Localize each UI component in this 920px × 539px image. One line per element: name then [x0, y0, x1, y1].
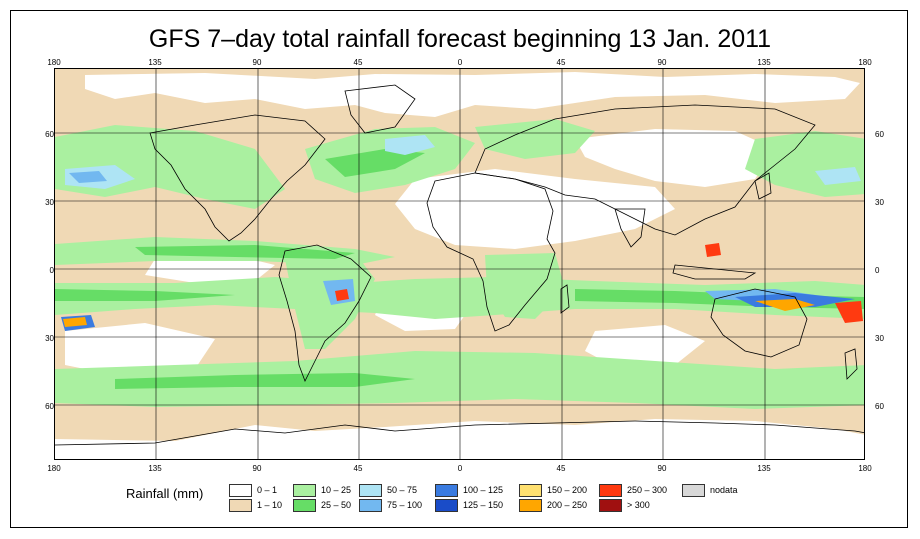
- rain-band-south-tropics: [55, 277, 864, 319]
- legend-swatch-nodata: [682, 484, 705, 497]
- legend-label-150-200: 150 – 200: [547, 485, 588, 495]
- rainfall-map-svg: [55, 69, 864, 459]
- rain-band-europe: [475, 119, 595, 159]
- legend-swatch-200-250: [519, 499, 542, 512]
- legend-swatch-gt-300: [599, 499, 622, 512]
- rain-heavy-south-pacific: [63, 317, 87, 327]
- legend-swatch-125-150: [435, 499, 458, 512]
- legend-swatch-250-300: [599, 484, 622, 497]
- bottom-lon-label: 45: [353, 464, 363, 473]
- bottom-lon-label: 135: [148, 464, 162, 473]
- legend-label-250-300: 250 – 300: [627, 485, 668, 495]
- bottom-lon-label: 90: [252, 464, 262, 473]
- rain-heavy-coral-sea: [835, 301, 863, 323]
- rain-25-50-pacific-itcz: [135, 245, 355, 259]
- rain-band-south-midlat: [55, 351, 864, 409]
- coast-greenland: [344, 84, 416, 134]
- graticule: [55, 69, 864, 459]
- legend-label-0-1: 0 – 1: [257, 485, 278, 495]
- rain-heavy-australia: [755, 299, 815, 311]
- legend-swatch-150-200: [519, 484, 542, 497]
- figure-frame: [10, 10, 908, 528]
- left-lat-label: 60: [45, 130, 54, 139]
- dry-zone-sahara: [395, 169, 675, 249]
- coast-australia: [710, 288, 808, 358]
- legend-swatch-1-10: [229, 499, 252, 512]
- top-lon-label: 180: [47, 58, 61, 67]
- rain-band-southern-africa: [485, 253, 565, 319]
- bottom-lon-label: 180: [47, 464, 61, 473]
- legend-label-75-100: 75 – 100: [387, 500, 423, 510]
- map-title: GFS 7–day total rainfall forecast beginn…: [148, 25, 772, 53]
- coast-south-america: [278, 244, 372, 382]
- coast-japan: [754, 172, 772, 200]
- right-lat-label: 60: [875, 130, 884, 139]
- left-lat-label: 60: [45, 402, 54, 411]
- right-lat-label: 30: [875, 334, 884, 343]
- top-lon-label: 135: [148, 58, 162, 67]
- legend-label-25-50: 25 – 50: [321, 500, 352, 510]
- bottom-lon-label: 135: [757, 464, 771, 473]
- rain-50-75-north-pacific-west: [815, 167, 861, 185]
- rain-75-100-north-pacific: [69, 171, 107, 183]
- rain-25-50-south-pacific: [55, 289, 235, 301]
- top-lon-label: 135: [757, 58, 771, 67]
- left-lat-label: 30: [45, 334, 54, 343]
- top-lon-label: 0: [457, 58, 463, 67]
- legend-label-10-25: 10 – 25: [321, 485, 352, 495]
- legend-label-200-250: 200 – 250: [547, 500, 588, 510]
- left-lat-label: 30: [45, 198, 54, 207]
- top-lon-label: 180: [858, 58, 872, 67]
- rain-75-100-indonesia: [705, 289, 815, 301]
- top-lon-label: 45: [556, 58, 566, 67]
- legend-title: Rainfall (mm): [126, 486, 204, 501]
- legend-swatch-0-1: [229, 484, 252, 497]
- rain-25-50-south-midlat: [115, 373, 415, 389]
- dry-zone-south-pacific: [65, 323, 215, 375]
- coast-africa: [426, 172, 556, 332]
- coast-antarctica: [55, 420, 864, 446]
- rain-band-north-pacific: [55, 125, 285, 209]
- dry-zone-antarctic: [55, 419, 864, 459]
- legend-swatch-50-75: [359, 484, 382, 497]
- coast-north-america: [149, 114, 326, 242]
- rain-50-75-north-atlantic: [385, 135, 435, 155]
- legend-swatch-25-50: [293, 499, 316, 512]
- coast-eurasia: [474, 104, 816, 236]
- coast-new-zealand: [844, 348, 858, 380]
- rainfall-map: [54, 68, 865, 460]
- legend-label-gt-300: > 300: [627, 500, 650, 510]
- bottom-lon-label: 0: [457, 464, 463, 473]
- legend-label-50-75: 50 – 75: [387, 485, 418, 495]
- bottom-lon-label: 180: [858, 464, 872, 473]
- rain-heavy-brazil: [335, 289, 349, 301]
- bottom-lon-label: 90: [657, 464, 667, 473]
- dry-zone-arctic: [85, 72, 860, 117]
- legend-swatch-75-100: [359, 499, 382, 512]
- legend-swatch-10-25: [293, 484, 316, 497]
- legend-label-1-10: 1 – 10: [257, 500, 283, 510]
- rain-heavy-philippines: [705, 243, 721, 257]
- legend-swatch-100-125: [435, 484, 458, 497]
- dry-zone-asia: [575, 129, 775, 187]
- coastlines: [55, 84, 864, 446]
- right-lat-label: 30: [875, 198, 884, 207]
- top-lon-label: 90: [252, 58, 262, 67]
- legend-label-100-125: 100 – 125: [463, 485, 504, 495]
- bottom-lon-label: 45: [556, 464, 566, 473]
- legend-label-nodata: nodata: [710, 485, 738, 495]
- rain-25-50-north-atlantic: [325, 149, 425, 177]
- dry-zone-indian-ocean: [585, 325, 705, 367]
- right-lat-label: 0: [875, 266, 880, 275]
- legend-label-125-150: 125 – 150: [463, 500, 504, 510]
- right-lat-label: 60: [875, 402, 884, 411]
- left-lat-label: 0: [49, 266, 54, 275]
- top-lon-label: 90: [657, 58, 667, 67]
- coast-india: [614, 208, 646, 248]
- top-lon-label: 45: [353, 58, 363, 67]
- coast-madagascar: [560, 284, 570, 314]
